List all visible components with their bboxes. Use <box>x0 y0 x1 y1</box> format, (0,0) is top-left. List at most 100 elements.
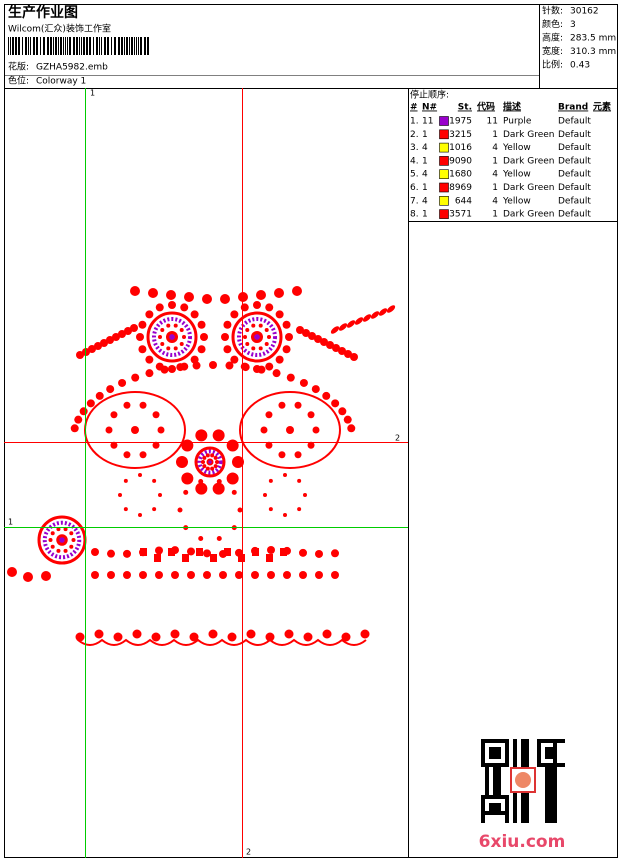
bar-stripe <box>10 37 11 55</box>
stitch-dot <box>303 632 313 642</box>
stitch-dot <box>205 453 210 458</box>
qr-module <box>561 763 565 767</box>
stitch-dot <box>94 629 104 639</box>
qr-module <box>549 779 553 783</box>
stitch-dot <box>297 478 302 483</box>
stitch-dot <box>212 429 225 442</box>
qr-module <box>493 767 497 771</box>
row-code: 4 <box>492 143 498 153</box>
stitch-dot <box>202 464 207 469</box>
qr-module <box>549 755 553 759</box>
qr-module <box>489 763 493 767</box>
stitch-dot <box>123 571 131 579</box>
stitch-dot <box>286 373 295 382</box>
stitch-dot <box>152 478 157 483</box>
color-swatch <box>439 169 449 179</box>
qr-module <box>549 795 553 799</box>
stitch-dot <box>264 342 269 347</box>
stitch-dot <box>350 353 358 361</box>
bar-stripe <box>22 37 23 55</box>
stitch-dot <box>123 451 131 459</box>
stitch-dot <box>118 330 126 338</box>
bar-stripe <box>138 37 139 55</box>
stitch-dot <box>173 346 178 351</box>
bar-stripe <box>134 37 135 55</box>
qr-module <box>485 771 489 775</box>
stitch-dot <box>263 493 267 497</box>
qr-module <box>489 739 493 743</box>
qr-module <box>545 751 549 755</box>
qr-module <box>505 747 509 751</box>
qr-module <box>493 775 497 779</box>
stitch-dot <box>251 571 259 579</box>
row-needle: 4 <box>422 196 428 206</box>
qr-module <box>485 767 489 771</box>
stitch-dot <box>341 632 351 642</box>
qr-module <box>493 803 497 807</box>
stitch-dot <box>297 507 302 512</box>
bar-stripe <box>76 37 78 55</box>
qr-module <box>513 799 517 803</box>
stitch-dot <box>56 548 61 553</box>
qr-module <box>513 811 517 815</box>
qr-module <box>485 795 489 799</box>
bar-stripe <box>12 37 14 55</box>
qr-module <box>513 815 517 819</box>
stitch-dot <box>50 544 55 549</box>
stitch-dot <box>182 335 186 339</box>
qr-module <box>545 807 549 811</box>
row-needle: 1 <box>422 210 428 220</box>
qr-module <box>553 759 557 763</box>
stitch-dot <box>145 355 154 364</box>
stitch-dot <box>151 632 161 642</box>
stitch-dot <box>183 489 189 495</box>
qr-module <box>505 751 509 755</box>
qr-module <box>525 799 529 803</box>
qr-module <box>537 743 541 747</box>
color-swatch <box>439 196 449 206</box>
qr-module <box>505 819 509 823</box>
qr-module <box>553 747 557 751</box>
stitch-dot <box>197 320 206 329</box>
column-header: 描述 <box>503 101 521 113</box>
bar-stripe <box>55 37 57 55</box>
stitch-dot <box>284 629 294 639</box>
qr-module <box>497 755 501 759</box>
qr-module <box>489 807 493 811</box>
stitch-dot <box>171 571 179 579</box>
leaf <box>346 320 356 328</box>
stitch-dot <box>118 493 122 497</box>
stitch-dot <box>274 288 284 298</box>
stat-value: 30162 <box>570 7 599 17</box>
stitch-dot <box>155 571 163 579</box>
leaf <box>370 311 380 319</box>
qr-module <box>493 783 497 787</box>
qr-module <box>505 755 509 759</box>
stitch-dot <box>139 571 147 579</box>
stitch-dot <box>195 482 208 495</box>
stitch-dot <box>139 451 147 459</box>
bar-stripe <box>30 37 31 55</box>
qr-module <box>525 819 529 823</box>
stitch-dot <box>166 346 171 351</box>
stitch-dot <box>113 632 123 642</box>
stitch-dot <box>225 361 234 370</box>
row-desc: Purple <box>503 117 532 127</box>
bar-stripe <box>63 37 64 55</box>
qr-module <box>497 771 501 775</box>
qr-module <box>545 815 549 819</box>
stitch-dot <box>169 334 175 340</box>
row-code: 4 <box>492 170 498 180</box>
qr-module <box>501 795 505 799</box>
qr-module <box>525 755 529 759</box>
qr-module <box>521 815 525 819</box>
qr-module <box>549 815 553 819</box>
qr-module <box>521 739 525 743</box>
leaf <box>338 323 348 331</box>
stitch-dot <box>268 478 273 483</box>
leaf <box>354 317 364 325</box>
qr-module <box>505 807 509 811</box>
medallion <box>194 446 226 478</box>
medallion <box>231 311 283 363</box>
stitch-dot <box>338 407 347 416</box>
